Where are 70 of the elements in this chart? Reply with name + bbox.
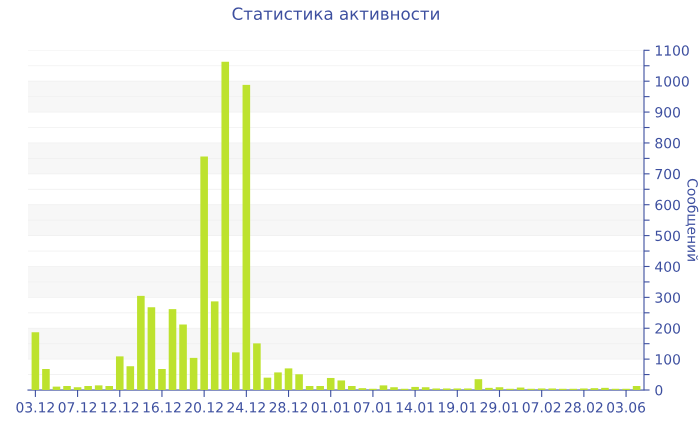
bar: [158, 369, 166, 390]
bar: [74, 387, 82, 390]
bar: [516, 388, 524, 390]
x-tick-label: 07.02: [522, 402, 560, 413]
x-tick-label: 20.12: [185, 402, 223, 413]
y-tick-label: 300: [655, 292, 680, 303]
y-tick-label: 1100: [656, 45, 689, 56]
bar: [284, 368, 292, 390]
bar: [496, 387, 504, 390]
y-tick-label: 1000: [656, 76, 689, 87]
bar: [295, 374, 303, 390]
y-tick-label: 800: [655, 138, 680, 148]
bar: [116, 356, 124, 390]
bar: [264, 378, 272, 390]
bar: [94, 385, 102, 390]
y-tick-label: 400: [655, 261, 680, 272]
bar: [105, 386, 114, 390]
y-tick-label: 700: [656, 168, 680, 180]
y-tick-label: 900: [655, 107, 680, 118]
bar: [126, 366, 134, 390]
bar: [337, 380, 346, 390]
y-axis-title: Сообщений: [686, 178, 698, 261]
bar: [485, 388, 493, 390]
bar: [210, 301, 218, 390]
bar: [632, 386, 640, 390]
x-tick-label: 29.01: [480, 402, 518, 413]
bar: [52, 386, 60, 390]
bar: [190, 358, 198, 390]
x-tick-label: 28.02: [565, 402, 602, 413]
bar: [32, 332, 40, 390]
bar: [316, 386, 324, 390]
bar: [84, 386, 92, 390]
bar: [168, 309, 176, 390]
x-tick-label: 14.01: [396, 402, 434, 413]
x-tick-label: 07.12: [58, 402, 96, 413]
bar: [253, 343, 261, 390]
bar: [63, 386, 71, 390]
bar: [232, 352, 240, 390]
bar: [601, 388, 609, 390]
x-tick-label: 03.12: [16, 402, 54, 413]
x-tick-label: 07.01: [354, 402, 392, 413]
y-tick-label: 100: [656, 354, 680, 365]
y-tick-label: 500: [655, 230, 680, 242]
bar: [274, 372, 282, 390]
bar: [390, 387, 398, 390]
bar: [242, 84, 250, 390]
bar: [148, 307, 156, 390]
bar: [179, 324, 187, 390]
x-tick-label: 16.12: [144, 402, 180, 413]
y-tick-label: 200: [655, 323, 680, 334]
bar: [221, 62, 230, 390]
x-tick-label: 28.12: [270, 402, 308, 413]
bar: [200, 156, 208, 390]
chart-title: Статистика активности: [232, 7, 439, 20]
bar: [306, 386, 314, 390]
bar: [380, 385, 388, 390]
bar: [348, 386, 356, 390]
bar: [422, 387, 430, 390]
bar: [326, 378, 335, 390]
bar: [137, 296, 145, 390]
x-tick-label: 12.12: [101, 402, 138, 412]
x-tick-label: 24.12: [227, 402, 265, 412]
bar: [42, 369, 50, 390]
bar: [411, 386, 419, 390]
y-tick-label: 0: [655, 384, 662, 396]
x-tick-label: 01.01: [312, 402, 350, 413]
bar: [474, 379, 482, 390]
x-tick-label: 03.06: [607, 402, 646, 413]
x-tick-label: 19.01: [438, 402, 476, 413]
y-tick-label: 600: [655, 200, 680, 210]
